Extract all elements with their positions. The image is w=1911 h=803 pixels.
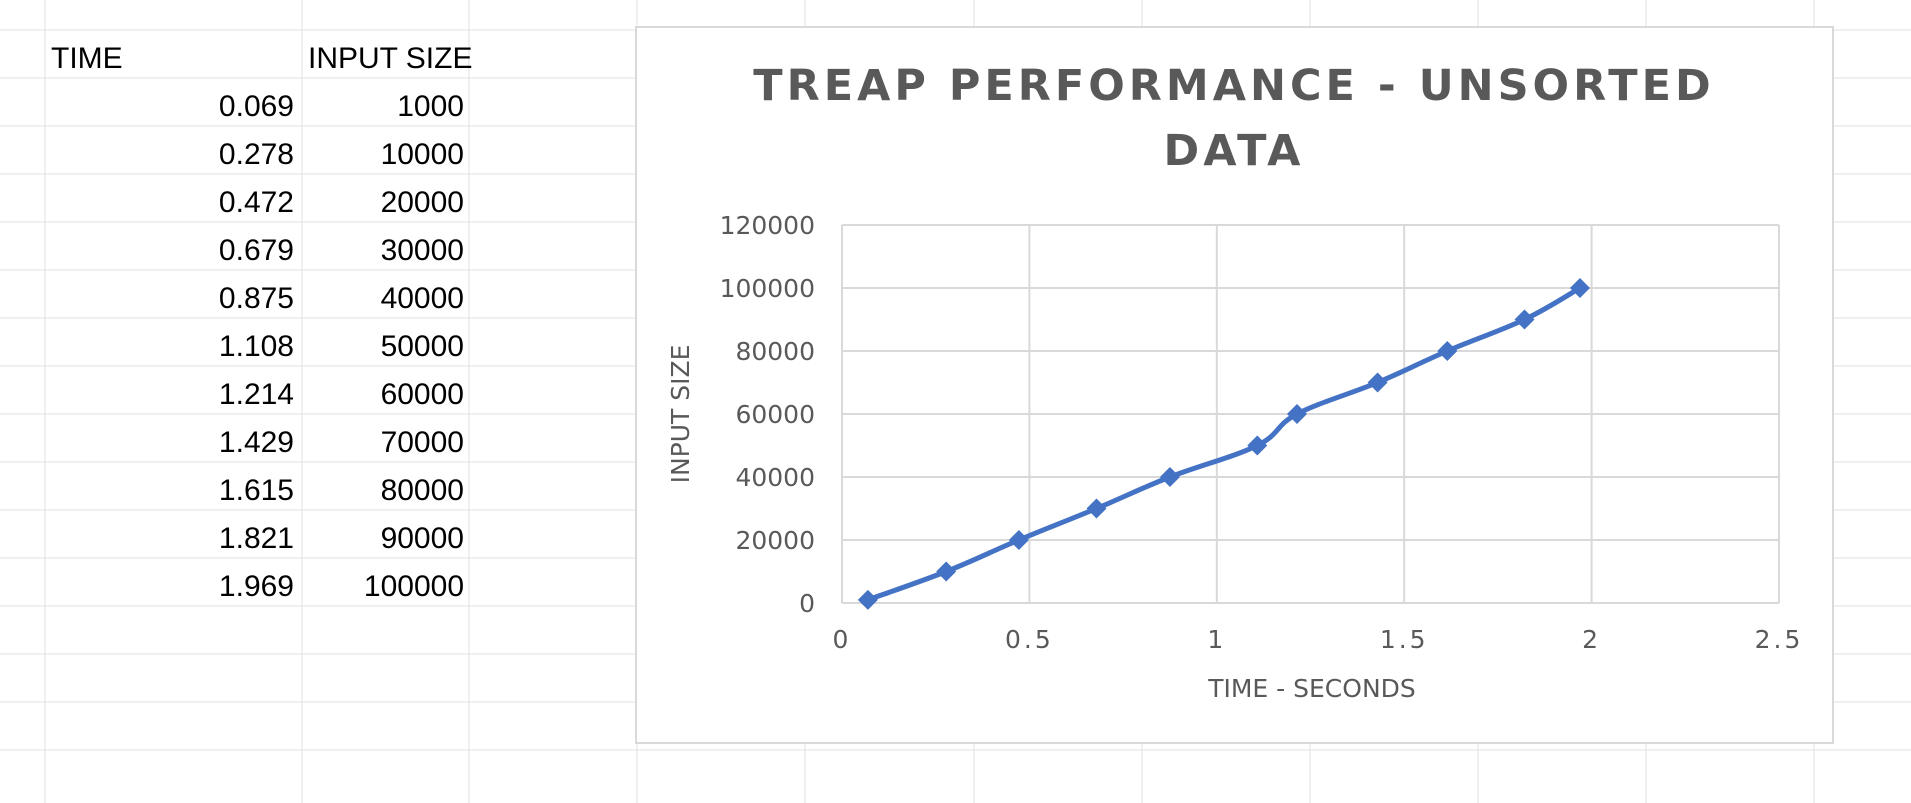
series-group	[857, 278, 1590, 610]
x-tick-label: 2.5	[1755, 625, 1804, 654]
series-line	[865, 285, 1583, 603]
data-point[interactable]	[857, 589, 878, 610]
cell-time[interactable]: 0.278	[218, 138, 294, 171]
cell-time[interactable]: 1.969	[218, 570, 294, 603]
cell-input-size[interactable]: 30000	[380, 234, 464, 267]
x-axis-ticks: 0 0.5 1 1.5 2 2.5	[833, 625, 1804, 654]
x-tick-label: 1.5	[1380, 625, 1429, 654]
chart-title-line: DATA	[1164, 126, 1305, 176]
cell-time[interactable]: 1.429	[218, 426, 294, 459]
y-tick-label: 0	[799, 589, 815, 618]
header-input-size[interactable]: INPUT SIZE	[308, 42, 473, 75]
y-axis-ticks: 0 20000 40000 60000 80000 100000 120000	[720, 211, 815, 618]
y-tick-label: 40000	[735, 463, 815, 492]
data-point[interactable]	[1437, 341, 1458, 361]
gridlines	[841, 224, 1780, 604]
cell-input-size[interactable]: 90000	[380, 522, 464, 555]
x-axis-title: TIME - SECONDS	[1207, 674, 1416, 703]
y-axis-title: INPUT SIZE	[666, 345, 695, 484]
y-tick-label: 20000	[735, 526, 815, 555]
cell-time[interactable]: 1.615	[218, 474, 294, 507]
cell-input-size[interactable]: 50000	[380, 330, 464, 363]
chart-svg: TREAP PERFORMANCE - UNSORTED DATA 0 20000 4…	[666, 61, 1804, 703]
cell-time[interactable]: 0.875	[218, 282, 294, 315]
cell-time[interactable]: 0.472	[218, 186, 294, 219]
data-point[interactable]	[1287, 404, 1308, 424]
chart-panel[interactable]: TREAP PERFORMANCE - UNSORTED DATA 0 20000 4…	[635, 26, 1834, 744]
chart-title-line: TREAP PERFORMANCE - UNSORTED	[753, 61, 1714, 111]
cell-time[interactable]: 1.108	[218, 330, 294, 363]
y-tick-label: 60000	[735, 400, 815, 429]
x-tick-label: 1	[1207, 625, 1226, 654]
cell-input-size[interactable]: 70000	[380, 426, 464, 459]
data-point[interactable]	[1159, 467, 1180, 487]
x-tick-label: 0.5	[1005, 625, 1054, 654]
cell-input-size[interactable]: 60000	[380, 378, 464, 411]
header-time[interactable]: TIME	[51, 42, 123, 75]
data-point[interactable]	[1247, 435, 1268, 456]
data-point[interactable]	[936, 561, 957, 582]
chart-title: TREAP PERFORMANCE - UNSORTED DATA	[753, 61, 1714, 176]
cell-time[interactable]: 0.069	[218, 90, 294, 123]
cell-input-size[interactable]: 1000	[397, 90, 464, 123]
cell-time[interactable]: 1.214	[218, 378, 294, 411]
cell-input-size[interactable]: 10000	[380, 138, 464, 171]
y-tick-label: 100000	[720, 274, 815, 303]
cell-input-size[interactable]: 80000	[380, 474, 464, 507]
cell-time[interactable]: 0.679	[218, 234, 294, 267]
cell-input-size[interactable]: 100000	[363, 570, 464, 603]
data-point[interactable]	[1569, 278, 1590, 298]
cell-input-size[interactable]: 20000	[380, 186, 464, 219]
cell-input-size[interactable]: 40000	[380, 282, 464, 315]
x-tick-label: 2	[1582, 625, 1601, 654]
data-point[interactable]	[1086, 498, 1107, 519]
data-point[interactable]	[1008, 530, 1029, 550]
y-tick-label: 80000	[735, 337, 815, 366]
data-point[interactable]	[1514, 309, 1535, 330]
y-tick-label: 120000	[720, 211, 815, 240]
x-tick-label: 0	[833, 625, 852, 654]
cell-time[interactable]: 1.821	[218, 522, 294, 555]
data-point[interactable]	[1367, 372, 1388, 393]
